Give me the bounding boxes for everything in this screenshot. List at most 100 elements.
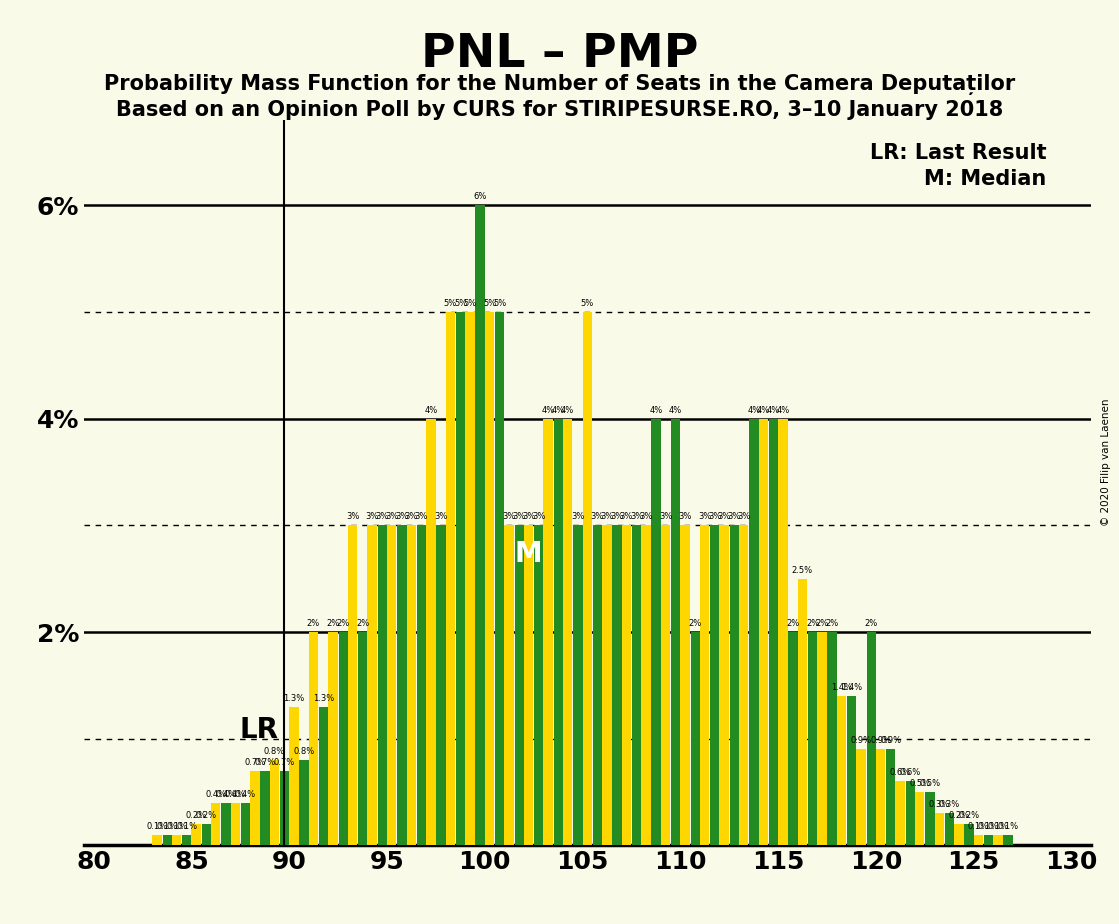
Bar (827, 632, 837, 845)
Text: © 2020 Filip van Laenen: © 2020 Filip van Laenen (1101, 398, 1110, 526)
Text: PNL – PMP: PNL – PMP (421, 32, 698, 78)
Bar (309, 632, 318, 845)
Text: 3%: 3% (708, 512, 722, 521)
Text: 2%: 2% (806, 619, 819, 628)
Text: 2%: 2% (356, 619, 369, 628)
Bar (750, 419, 759, 845)
Bar (328, 632, 338, 845)
Text: 0.5%: 0.5% (909, 779, 930, 788)
Bar (739, 526, 749, 845)
Bar (162, 834, 172, 845)
Text: 5%: 5% (463, 298, 477, 308)
Text: 2%: 2% (307, 619, 320, 628)
Text: 3%: 3% (678, 512, 692, 521)
Text: 4%: 4% (756, 406, 770, 415)
Bar (622, 526, 631, 845)
Bar (876, 749, 885, 845)
Text: 1.4%: 1.4% (831, 683, 852, 692)
Text: 3%: 3% (639, 512, 652, 521)
Bar (974, 834, 984, 845)
Bar (641, 526, 650, 845)
Text: 0.7%: 0.7% (274, 758, 295, 767)
Bar (808, 632, 817, 845)
Bar (211, 803, 220, 845)
Text: M: M (515, 541, 543, 568)
Bar (426, 419, 435, 845)
Text: 3%: 3% (415, 512, 429, 521)
Text: Based on an Opinion Poll by CURS for STIRIPESURSE.RO, 3–10 January 2018: Based on an Opinion Poll by CURS for STI… (116, 100, 1003, 120)
Bar (495, 312, 505, 845)
Text: 4%: 4% (561, 406, 574, 415)
Text: 4%: 4% (649, 406, 662, 415)
Bar (925, 792, 934, 845)
Text: 2%: 2% (826, 619, 839, 628)
Text: 3%: 3% (717, 512, 731, 521)
Bar (730, 526, 739, 845)
Text: 4%: 4% (767, 406, 780, 415)
Text: 1.4%: 1.4% (841, 683, 863, 692)
Bar (231, 803, 239, 845)
Text: 0.1%: 0.1% (147, 821, 168, 831)
Bar (661, 526, 670, 845)
Bar (339, 632, 348, 845)
Bar (261, 771, 270, 845)
Bar (602, 526, 611, 845)
Bar (554, 419, 563, 845)
Text: 0.7%: 0.7% (254, 758, 275, 767)
Bar (680, 526, 689, 845)
Bar (699, 526, 709, 845)
Text: 0.9%: 0.9% (871, 736, 891, 745)
Text: 5%: 5% (493, 298, 506, 308)
Bar (1004, 834, 1013, 845)
Text: 0.2%: 0.2% (196, 811, 217, 820)
Text: 0.1%: 0.1% (157, 821, 178, 831)
Text: 0.3%: 0.3% (929, 800, 950, 809)
Bar (671, 419, 680, 845)
Text: 2.5%: 2.5% (792, 565, 812, 575)
Bar (720, 526, 728, 845)
Text: 3%: 3% (533, 512, 545, 521)
Text: 3%: 3% (620, 512, 633, 521)
Text: 0.1%: 0.1% (968, 821, 989, 831)
Text: 3%: 3% (591, 512, 604, 521)
Text: 2%: 2% (865, 619, 877, 628)
Bar (944, 813, 955, 845)
Text: 3%: 3% (346, 512, 359, 521)
Bar (445, 312, 455, 845)
Bar (241, 803, 251, 845)
Bar (886, 749, 895, 845)
Text: 0.9%: 0.9% (881, 736, 901, 745)
Text: 4%: 4% (542, 406, 555, 415)
Bar (222, 803, 231, 845)
Bar (358, 632, 367, 845)
Text: 3%: 3% (571, 512, 584, 521)
Bar (905, 782, 915, 845)
Bar (466, 312, 474, 845)
Bar (632, 526, 641, 845)
Text: 3%: 3% (737, 512, 751, 521)
Bar (612, 526, 622, 845)
Bar (798, 578, 807, 845)
Text: 0.8%: 0.8% (264, 747, 285, 756)
Text: 6%: 6% (473, 192, 487, 201)
Bar (416, 526, 426, 845)
Text: 0.8%: 0.8% (293, 747, 314, 756)
Bar (788, 632, 798, 845)
Text: 4%: 4% (424, 406, 438, 415)
Bar (152, 834, 162, 845)
Bar (397, 526, 406, 845)
Bar (476, 205, 485, 845)
Text: 0.1%: 0.1% (176, 821, 197, 831)
Text: 3%: 3% (376, 512, 389, 521)
Text: 3%: 3% (610, 512, 623, 521)
Bar (201, 824, 211, 845)
Bar (837, 696, 846, 845)
Bar (847, 696, 856, 845)
Bar (191, 824, 201, 845)
Bar (377, 526, 387, 845)
Text: 4%: 4% (777, 406, 790, 415)
Bar (534, 526, 544, 845)
Text: 0.1%: 0.1% (987, 821, 1008, 831)
Text: 0.2%: 0.2% (186, 811, 207, 820)
Text: 5%: 5% (444, 298, 457, 308)
